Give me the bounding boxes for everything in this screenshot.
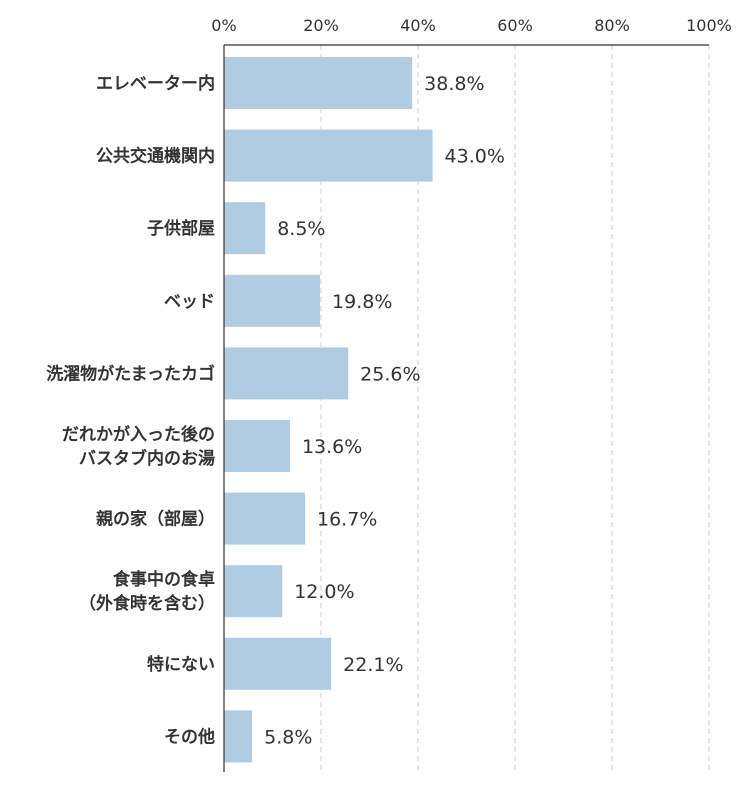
value-label: 38.8% [424,73,484,95]
bar [224,492,305,545]
bar [224,637,332,690]
category-label: 公共交通機関内 [96,146,215,167]
value-label: 12.0% [294,581,354,603]
bar [224,710,253,763]
value-label: 43.0% [445,146,505,168]
category-label-line: 子供部屋 [147,218,215,239]
category-label-line: （外食時を含む） [79,593,215,614]
category-label-line: だれかが入った後の [62,424,215,445]
category-label: その他 [164,726,215,747]
value-label: 19.8% [332,291,392,313]
category-label: 特にない [147,654,215,675]
value-label: 22.1% [343,654,403,676]
bars [224,57,433,763]
value-label: 25.6% [360,363,420,385]
bar [224,57,413,109]
category-label-line: エレベーター内 [96,73,215,94]
bar [224,420,290,472]
x-axis-ticks: 0% 20% 40% 60% 80% 100% [211,16,732,35]
value-label: 8.5% [277,218,325,240]
bar [224,565,283,618]
value-label: 16.7% [317,509,377,531]
category-label: 食事中の食卓 （外食時を含む） [79,569,215,614]
category-label-line: ベッド [164,292,215,312]
bar [224,347,349,400]
value-label: 13.6% [302,436,362,458]
x-tick-label: 100% [686,16,732,35]
category-label: 子供部屋 [147,218,215,239]
x-tick-label: 80% [594,16,630,35]
category-label: ベッド [164,292,215,312]
value-labels: 38.8% 43.0% 8.5% 19.8% 25.6% 13.6% 16.7% 12.0% 2… [264,73,505,748]
x-tick-label: 0% [211,16,236,35]
category-labels: エレベーター内公共交通機関内子供部屋ベッド洗濯物がたまったカゴだれかが入った後の… [46,73,215,747]
category-label: エレベーター内 [96,73,215,94]
category-label-line: その他 [164,726,215,747]
category-label-line: 食事中の食卓 [113,569,215,590]
category-label: 親の家（部屋） [96,509,215,530]
category-label-line: 洗濯物がたまったカゴ [46,363,215,384]
category-label: 洗濯物がたまったカゴ [46,363,215,384]
category-label-line: 特にない [147,654,215,675]
category-label-line: バスタブ内のお湯 [79,448,215,469]
x-tick-label: 20% [303,16,339,35]
category-label-line: 親の家（部屋） [96,509,215,530]
x-tick-label: 60% [497,16,533,35]
x-tick-label: 40% [400,16,436,35]
bar [224,202,266,255]
category-label-line: 公共交通機関内 [96,146,215,167]
bar [224,129,433,182]
bar [224,274,321,327]
value-label: 5.8% [264,726,312,748]
